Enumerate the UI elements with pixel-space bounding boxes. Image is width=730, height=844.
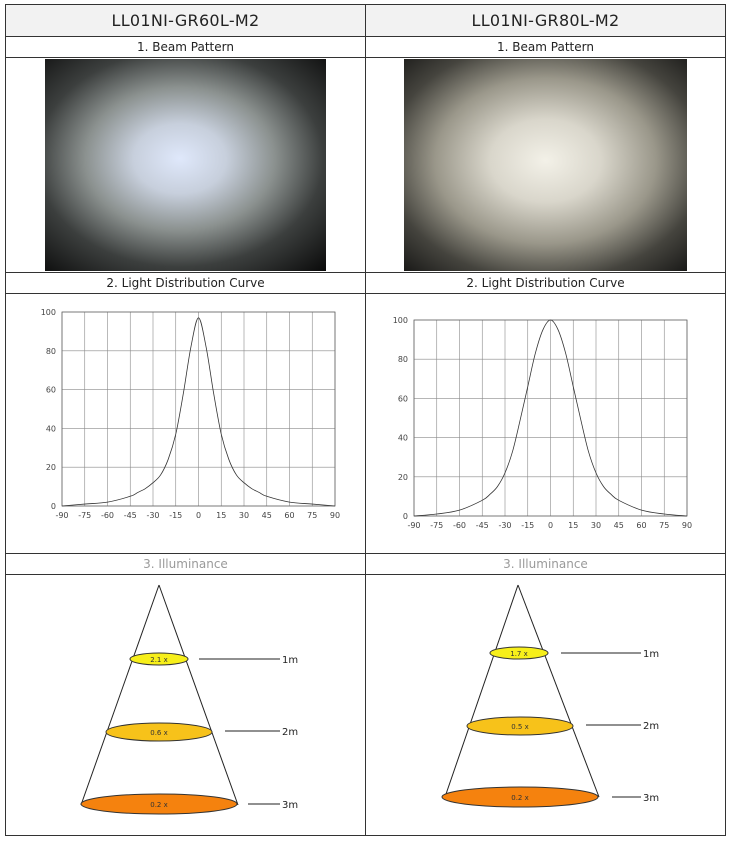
distance-label-1m: 1m xyxy=(282,655,298,666)
x-tick-label: 0 xyxy=(196,511,201,520)
beam-pattern-title-left: 1. Beam Pattern xyxy=(5,36,366,58)
x-tick-label: -45 xyxy=(124,511,137,520)
beam-pattern-cell-left xyxy=(5,57,366,273)
beam-pattern-title-right: 1. Beam Pattern xyxy=(365,36,726,58)
y-tick-label: 40 xyxy=(46,424,56,433)
x-tick-label: -75 xyxy=(78,511,91,520)
illuminance-value-3m: 0.2 x xyxy=(150,801,168,809)
light-distribution-chart-left: -90 -75 -60 -45 -30 -15 0 15 30 45 60 75 90 0 20 40 60 80… xyxy=(41,308,340,520)
y-tick-label: 80 xyxy=(398,355,408,364)
x-tick-label: 15 xyxy=(568,521,578,530)
x-tick-label: -90 xyxy=(407,521,420,530)
illuminance-ring-2m xyxy=(105,722,213,742)
x-tick-label: 30 xyxy=(591,521,601,530)
distance-label-3m: 3m xyxy=(282,800,298,811)
model-name-left: LL01NI-GR60L-M2 xyxy=(5,4,366,37)
distribution-curve-line xyxy=(413,319,688,517)
x-tick-label: 60 xyxy=(284,511,294,520)
illuminance-ring-3m xyxy=(80,793,238,815)
x-tick-label: -75 xyxy=(430,521,443,530)
beam-pattern-image-left xyxy=(45,59,326,271)
y-tick-label: 100 xyxy=(41,308,56,317)
illuminance-value-2m: 0.6 x xyxy=(150,729,168,737)
illuminance-value-1m: 2.1 x xyxy=(150,656,168,664)
y-tick-label: 20 xyxy=(398,473,408,482)
y-tick-label: 0 xyxy=(51,502,56,511)
y-tick-label: 20 xyxy=(46,463,56,472)
distance-label-1m: 1m xyxy=(643,649,659,660)
illuminance-cone-right: 1.7 x 0.5 x 0.2 x 1m 2m 3m xyxy=(441,584,659,808)
distribution-curve-cell-right: -90 -75 -60 -45 -30 -15 0 15 30 45 60 75 90 0 20 40 60 80… xyxy=(365,293,726,554)
distribution-curve-title-right: 2. Light Distribution Curve xyxy=(365,272,726,294)
x-tick-label: -15 xyxy=(169,511,182,520)
illuminance-ring-3m xyxy=(441,786,599,808)
illuminance-ring-1m xyxy=(489,646,549,660)
x-tick-label: -45 xyxy=(476,521,489,530)
distribution-curve-title-left: 2. Light Distribution Curve xyxy=(5,272,366,294)
x-tick-label: 60 xyxy=(636,521,646,530)
illuminance-value-1m: 1.7 x xyxy=(510,650,528,658)
x-tick-label: 90 xyxy=(682,521,692,530)
distance-label-3m: 3m xyxy=(643,793,659,804)
distance-label-2m: 2m xyxy=(282,727,298,738)
distance-label-2m: 2m xyxy=(643,721,659,732)
illuminance-value-2m: 0.5 x xyxy=(511,723,529,731)
illuminance-cone-left: 2.1 x 0.6 x 0.2 x 1m 2m 3m xyxy=(80,584,298,815)
model-name-right: LL01NI-GR80L-M2 xyxy=(365,4,726,37)
x-tick-label: 90 xyxy=(330,511,340,520)
comparison-table: LL01NI-GR60L-M2 LL01NI-GR80L-M2 1. Beam … xyxy=(5,4,726,836)
x-tick-label: 45 xyxy=(614,521,624,530)
y-tick-label: 100 xyxy=(393,316,408,325)
y-tick-label: 80 xyxy=(46,347,56,356)
x-tick-label: 45 xyxy=(262,511,272,520)
light-distribution-chart-right: -90 -75 -60 -45 -30 -15 0 15 30 45 60 75 90 0 20 40 60 80… xyxy=(393,316,692,530)
illuminance-title-left: 3. Illuminance xyxy=(5,553,366,575)
x-tick-label: -30 xyxy=(498,521,511,530)
x-tick-label: -30 xyxy=(146,511,159,520)
x-tick-label: -60 xyxy=(101,511,114,520)
illuminance-ring-2m xyxy=(466,716,574,736)
y-tick-label: 0 xyxy=(403,512,408,521)
beam-pattern-image-right xyxy=(404,59,687,271)
x-tick-label: -60 xyxy=(453,521,466,530)
illuminance-value-3m: 0.2 x xyxy=(511,794,529,802)
x-tick-label: 30 xyxy=(239,511,249,520)
x-tick-label: 75 xyxy=(307,511,317,520)
x-tick-label: 75 xyxy=(659,521,669,530)
distribution-curve-cell-left: -90 -75 -60 -45 -30 -15 0 15 30 45 60 75 90 0 20 40 60 80… xyxy=(5,293,366,554)
plot-frame xyxy=(61,311,336,507)
illuminance-cell-right: 1.7 x 0.5 x 0.2 x 1m 2m 3m xyxy=(365,574,726,836)
y-tick-label: 40 xyxy=(398,434,408,443)
spec-sheet: LL01NI-GR60L-M2 LL01NI-GR80L-M2 1. Beam … xyxy=(5,4,726,838)
x-tick-label: 0 xyxy=(548,521,553,530)
x-tick-label: -15 xyxy=(521,521,534,530)
distribution-curve-line xyxy=(61,317,336,507)
y-tick-label: 60 xyxy=(46,386,56,395)
beam-pattern-cell-right xyxy=(365,57,726,273)
illuminance-cell-left: 2.1 x 0.6 x 0.2 x 1m 2m 3m xyxy=(5,574,366,836)
y-tick-label: 60 xyxy=(398,394,408,403)
illuminance-title-right: 3. Illuminance xyxy=(365,553,726,575)
illuminance-ring-1m xyxy=(129,652,189,666)
x-tick-label: -90 xyxy=(55,511,68,520)
x-tick-label: 15 xyxy=(216,511,226,520)
